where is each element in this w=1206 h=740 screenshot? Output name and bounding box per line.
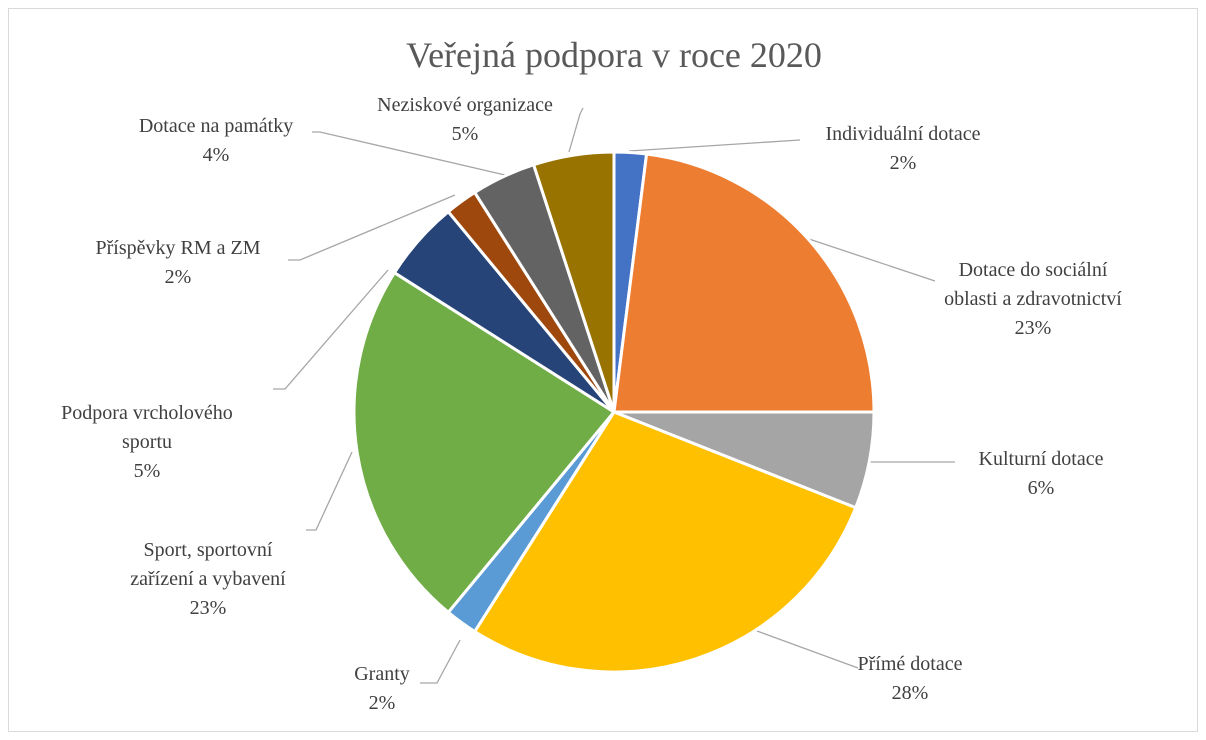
leader-line [808, 238, 936, 282]
leader-lines [273, 107, 955, 684]
slice-labels: Individuální dotace 2% Dotace do sociální o… [61, 94, 1122, 714]
slice-name-label: Granty [354, 663, 410, 685]
slice-name-label: Přímé dotace [858, 653, 963, 675]
leader-line [288, 194, 456, 261]
slice-percent-label: 2% [369, 692, 396, 714]
slice-name-label: Kulturní dotace [979, 448, 1104, 470]
slice-name-label: sportu [122, 431, 172, 453]
pie-slice [612, 152, 876, 414]
slice-percent-label: 23% [190, 597, 227, 619]
slice-percent-label: 2% [165, 266, 192, 288]
slice-name-label: Sport, sportovní [144, 539, 273, 561]
slice-name-label: Neziskové organizace [377, 94, 553, 116]
slice-name-label: zařízení a vybavení [130, 568, 286, 590]
chart-title: Veřejná podpora v roce 2020 [406, 35, 822, 75]
slice-percent-label: 6% [1028, 477, 1055, 499]
pie-slices [352, 150, 876, 674]
slice-name-label: oblasti a zdravotnictví [944, 288, 1122, 310]
slice-name-label: Dotace na památky [139, 115, 293, 137]
leader-line [568, 107, 584, 153]
leader-line [306, 451, 353, 531]
pie-slice [352, 270, 617, 615]
leader-line [312, 131, 506, 176]
slice-percent-label: 5% [452, 123, 479, 145]
slice-percent-label: 28% [892, 682, 929, 704]
slice-percent-label: 5% [134, 460, 161, 482]
pie-slice [472, 410, 858, 674]
slice-name-label: Individuální dotace [826, 123, 981, 145]
slice-percent-label: 2% [890, 152, 917, 174]
slice-percent-label: 23% [1015, 317, 1052, 339]
slice-name-label: Dotace do sociální [959, 259, 1108, 281]
leader-line [273, 269, 389, 390]
slice-percent-label: 4% [203, 144, 230, 166]
leader-line [756, 630, 859, 669]
slice-name-label: Podpora vrcholového [61, 402, 233, 424]
pie-slice [531, 150, 616, 413]
leader-line [628, 139, 801, 152]
leader-line [420, 639, 461, 684]
slice-name-label: Příspěvky RM a ZM [96, 237, 261, 259]
